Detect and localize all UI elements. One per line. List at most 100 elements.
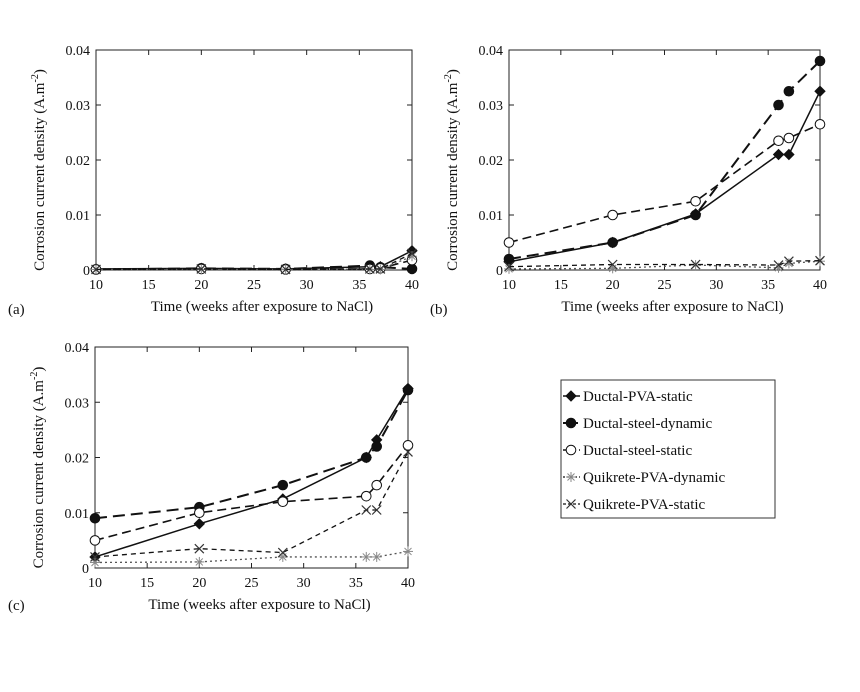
y-axis-label-close: ) xyxy=(32,69,48,74)
data-point-stroke xyxy=(607,259,618,270)
data-point xyxy=(371,441,383,452)
legend-label: Ductal-steel-dynamic xyxy=(583,416,712,432)
data-point xyxy=(783,148,795,161)
y-tick-label: 0.03 xyxy=(65,396,90,411)
x-tick-label: 15 xyxy=(140,576,154,591)
data-point xyxy=(773,135,784,147)
x-tick-label: 30 xyxy=(709,278,723,293)
data-point xyxy=(607,259,618,270)
legend-label: Quikrete-PVA-static xyxy=(583,497,706,513)
data-point-stroke xyxy=(403,447,413,457)
y-axis-label-sup: -2 xyxy=(29,372,40,380)
data-point xyxy=(277,547,288,558)
x-axis-label: Time (weeks after exposure to NaCl) xyxy=(561,299,783,315)
y-tick-label: 0.01 xyxy=(65,507,90,522)
data-point xyxy=(194,556,205,567)
x-tick-label: 20 xyxy=(194,278,208,293)
data-point xyxy=(814,85,826,97)
x-tick-label: 35 xyxy=(349,576,363,591)
x-tick-label: 25 xyxy=(247,278,261,293)
legend-item: Ductal-steel-static xyxy=(563,443,692,459)
chart-panel-1: 10 15 20 25 30 35 40 0 0.01 0.02 0.03 0.04 Time (wee… xyxy=(8,44,419,318)
data-point xyxy=(375,263,386,274)
data-point xyxy=(406,263,418,275)
series-line xyxy=(95,252,413,271)
data-point xyxy=(773,99,784,111)
data-point xyxy=(371,505,382,515)
x-tick-label: 15 xyxy=(554,278,568,293)
data-point xyxy=(360,452,372,463)
series-line xyxy=(508,260,821,270)
data-point xyxy=(814,118,826,130)
y-tick-label: 0.02 xyxy=(66,154,91,169)
y-axis-label: Corrosion current density (A.m-2) xyxy=(443,69,461,271)
x-axis-label: Time (weeks after exposure to NaCl) xyxy=(148,597,370,613)
y-axis-label: Corrosion current density (A.m-2) xyxy=(29,367,47,569)
series-2 xyxy=(503,118,826,248)
y-tick-label: 0 xyxy=(496,264,503,279)
y-tick-label: 0.01 xyxy=(66,209,91,224)
data-point xyxy=(277,479,289,491)
data-point xyxy=(90,552,100,562)
data-point xyxy=(193,518,206,530)
data-point xyxy=(815,255,825,266)
data-point xyxy=(361,505,372,515)
data-point-stroke xyxy=(90,552,100,562)
legend-box xyxy=(560,379,776,519)
data-point xyxy=(277,496,289,508)
series-1 xyxy=(89,384,414,524)
x-tick-label: 30 xyxy=(300,278,314,293)
series-3 xyxy=(90,546,413,568)
x-tick-label: 20 xyxy=(606,278,620,293)
series-4 xyxy=(504,255,825,272)
legend-label: Quikrete-PVA-dynamic xyxy=(583,470,726,486)
data-point-stroke xyxy=(196,263,207,274)
series-0 xyxy=(89,382,414,563)
y-axis-label-sup: -2 xyxy=(30,74,41,82)
y-tick-label: 0 xyxy=(82,562,89,577)
series-line xyxy=(94,388,409,558)
x-tick-label: 40 xyxy=(813,278,827,293)
data-point xyxy=(504,261,514,272)
data-point xyxy=(407,248,417,259)
legend-label: Ductal-PVA-static xyxy=(583,389,693,405)
legend: Ductal-PVA-static Ductal-steel-dynamic Duc… xyxy=(560,379,776,519)
data-point xyxy=(194,543,205,554)
data-point xyxy=(503,237,515,248)
legend-item: Quikrete-PVA-dynamic xyxy=(563,470,726,486)
y-axis-label-close: ) xyxy=(31,367,47,372)
data-point xyxy=(402,384,414,396)
x-tick-label: 25 xyxy=(245,576,259,591)
data-point xyxy=(783,132,795,144)
y-tick-label: 0.03 xyxy=(479,99,504,114)
series-line xyxy=(508,260,821,268)
data-point xyxy=(783,256,794,267)
x-tick-label: 25 xyxy=(658,278,672,293)
y-axis-label-close: ) xyxy=(445,69,461,74)
data-point xyxy=(371,551,382,562)
data-point-stroke xyxy=(375,263,386,274)
y-tick-label: 0.04 xyxy=(479,44,504,59)
data-point xyxy=(814,55,826,67)
y-tick-label: 0.03 xyxy=(66,99,91,114)
y-tick-label: 0.02 xyxy=(65,452,90,467)
data-point xyxy=(280,264,291,275)
data-point xyxy=(360,490,372,502)
data-point xyxy=(504,263,514,274)
series-line xyxy=(96,255,413,271)
legend-label: Ductal-steel-static xyxy=(583,443,692,459)
x-tick-label: 35 xyxy=(352,278,366,293)
y-axis-label-sup: -2 xyxy=(443,74,454,82)
panel-label: (c) xyxy=(8,598,25,614)
y-axis-label: Corrosion current density (A.m-2) xyxy=(30,69,48,271)
data-point-stroke xyxy=(773,260,784,270)
panel-label: (a) xyxy=(8,302,25,318)
data-point xyxy=(89,512,101,524)
data-point xyxy=(90,557,100,568)
x-tick-label: 10 xyxy=(502,278,516,293)
x-tick-label: 40 xyxy=(401,576,415,591)
chart-panel-2: 10 15 20 25 30 35 40 0 0.01 0.02 0.03 0.04 Time (wee… xyxy=(430,44,827,318)
legend-item: Quikrete-PVA-static xyxy=(563,497,706,513)
series-line xyxy=(508,60,821,260)
